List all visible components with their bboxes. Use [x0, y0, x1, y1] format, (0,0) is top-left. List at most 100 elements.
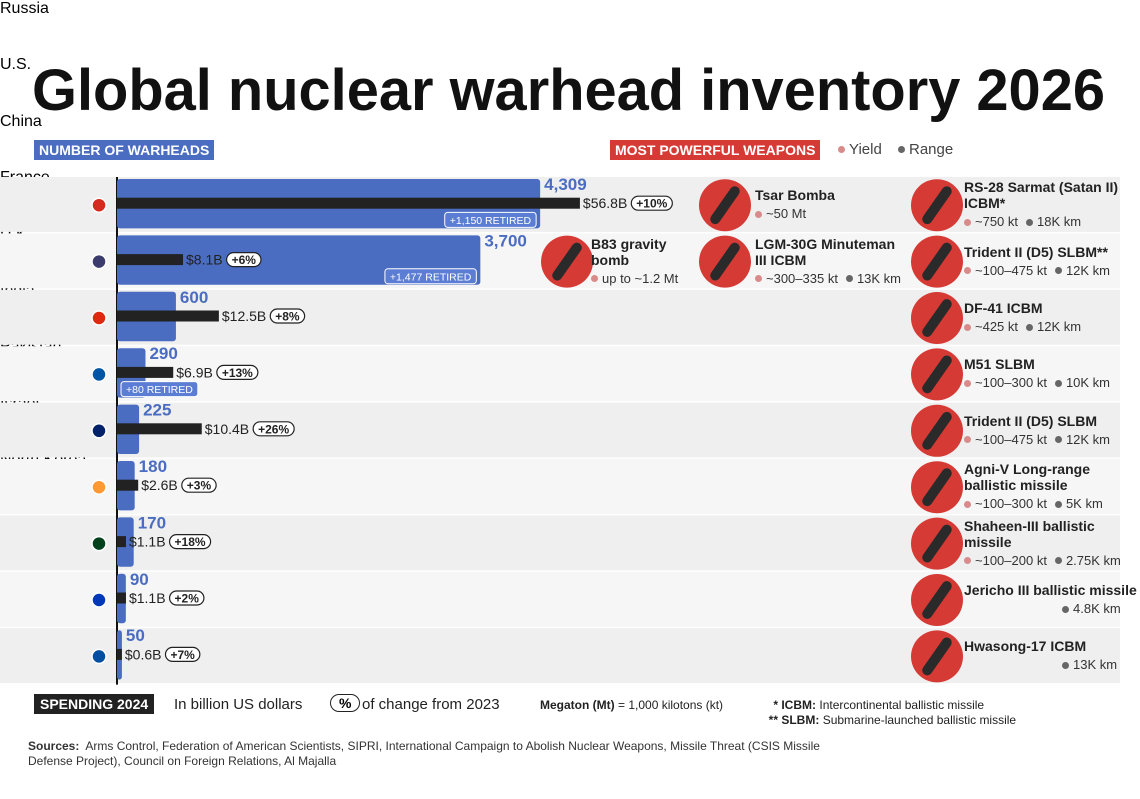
- missile: [922, 468, 952, 507]
- yield-dot: [755, 275, 762, 283]
- weapon-name: LGM-30G Minuteman III ICBM: [755, 235, 896, 268]
- range-dot: [1054, 500, 1062, 508]
- spending-bar: [117, 648, 122, 660]
- weapon-range: 4.8K km: [1073, 600, 1121, 616]
- weapon-stats: ~100–300 kt 5K km: [964, 496, 1140, 511]
- slbm-label: SLBM:: [781, 713, 820, 727]
- weapon-text: Tsar Bomba ~50 Mt: [755, 177, 895, 231]
- spending-label: $1.1B: [129, 590, 166, 606]
- retired-label: +80 RETIRED: [126, 384, 193, 396]
- missile: [922, 411, 952, 450]
- weapon-text: LGM-30G Minuteman III ICBM ~300–335 kt 13K…: [755, 233, 901, 287]
- warhead-label: 290: [149, 344, 177, 363]
- weapon-stats: ~100–200 kt 2.75K km: [964, 553, 1140, 568]
- missile: [922, 524, 952, 563]
- spending-bar: [117, 254, 184, 266]
- change-pill: [168, 533, 212, 550]
- country-label: China: [0, 112, 42, 130]
- change-label: +13%: [222, 366, 253, 380]
- spending-label: $12.5B: [222, 308, 266, 324]
- megaton-note: = 1,000 kilotons (kt): [618, 698, 724, 712]
- spending-label: $0.6B: [125, 646, 162, 662]
- change-pill: [269, 308, 306, 324]
- range-dot: [1054, 557, 1062, 565]
- sources-label: Sources:: [28, 739, 80, 753]
- warhead-label: 225: [143, 401, 171, 420]
- weapon-stats: ~100–475 kt 12K km: [964, 432, 1140, 447]
- weapon-range: 13K km: [1073, 657, 1118, 673]
- flag: [91, 648, 107, 665]
- change-pill: [164, 646, 201, 663]
- spending-label: $10.4B: [205, 421, 249, 437]
- spending-bar: [117, 592, 126, 604]
- flag: [91, 310, 107, 326]
- change-label: +8%: [275, 310, 300, 324]
- spending-label: $8.1B: [186, 252, 223, 268]
- header-right: MOST POWERFUL WEAPONS: [610, 140, 821, 160]
- weapon-text: Shaheen-III ballistic missile ~100–200 kt…: [964, 515, 1140, 569]
- change-label: +26%: [258, 422, 289, 436]
- weapon-name: Hwasong-17 ICBM: [964, 638, 1087, 655]
- weapon-text: Trident II (D5) SLBM** ~100–475 kt 12K km: [964, 233, 1140, 287]
- change-pill: [181, 477, 217, 493]
- yield-dot: [964, 436, 971, 444]
- range-dot: [1026, 218, 1034, 226]
- footer-icbm: * ICBM: Intercontinental ballistic missi…: [764, 698, 984, 712]
- weapon-text: Trident II (D5) SLBM ~100–475 kt 12K km: [964, 403, 1140, 457]
- flag: [91, 592, 107, 608]
- flag: [91, 535, 107, 552]
- flag: [91, 366, 107, 383]
- yield-dot: [964, 500, 971, 508]
- yield-dot: [964, 379, 971, 387]
- change-pill: [252, 421, 295, 437]
- warhead-label: 50: [126, 626, 145, 645]
- weapon-stats: 4.8K km: [964, 601, 1140, 616]
- retired-label: +1,477 RETIRED: [390, 271, 472, 283]
- country-label: Russia: [0, 0, 49, 17]
- weapon-name: Trident II (D5) SLBM: [964, 412, 1097, 429]
- title: Global nuclear warhead inventory 2026: [32, 58, 1105, 123]
- legend: Yield Range: [838, 141, 953, 158]
- retired-label: +1,150 RETIRED: [450, 215, 532, 227]
- spending-label: $2.6B: [141, 477, 178, 493]
- weapon-stats: up to ~1.2 Mt: [591, 271, 683, 286]
- yield-dot: [755, 210, 762, 218]
- missile: [922, 299, 952, 337]
- weapon-stats: ~100–475 kt 12K km: [964, 263, 1140, 278]
- change-label: +10%: [636, 197, 667, 211]
- missile: [710, 242, 740, 281]
- weapon-yield: ~100–300 kt: [975, 496, 1047, 512]
- change-pill: [226, 252, 262, 268]
- weapon-yield: ~100–475 kt: [975, 262, 1047, 278]
- weapon-yield: ~100–300 kt: [975, 375, 1047, 391]
- weapon-name: DF-41 ICBM: [964, 299, 1043, 316]
- yield-dot: [838, 146, 845, 154]
- weapon-name: Shaheen-III ballistic missile: [964, 517, 1095, 550]
- spending-bar: [117, 536, 126, 548]
- weapon-range: 12K km: [1037, 318, 1082, 334]
- icbm-mark: *: [773, 698, 778, 712]
- footer-spending: SPENDING 2024: [34, 694, 155, 714]
- weapon-range: 5K km: [1065, 496, 1103, 512]
- warhead-label: 90: [130, 570, 149, 589]
- footer-pct-note: of change from 2023: [362, 696, 500, 713]
- missile: [922, 355, 952, 394]
- missile: [922, 581, 952, 619]
- range-dot: [1062, 661, 1069, 669]
- weapon-yield: ~750 kt: [975, 214, 1019, 230]
- spending-bar: [117, 366, 174, 378]
- weapon-text: RS-28 Sarmat (Satan II) ICBM* ~750 kt 18K …: [964, 177, 1140, 231]
- flag: [91, 253, 107, 270]
- spending-bar: [117, 479, 139, 491]
- yield-dot: [591, 275, 598, 283]
- footer-spending-note: In billion US dollars: [174, 696, 303, 713]
- range-dot: [1026, 323, 1034, 331]
- country-label: U.S.: [0, 56, 32, 74]
- warhead-label: 4,309: [544, 175, 587, 194]
- range-dot: [1062, 605, 1069, 613]
- missile: [710, 186, 740, 225]
- weapon-yield: ~100–200 kt: [975, 552, 1047, 568]
- footer-pct: %: [330, 694, 361, 712]
- weapon-name: RS-28 Sarmat (Satan II) ICBM*: [964, 179, 1119, 212]
- slbm-mark: **: [768, 713, 778, 727]
